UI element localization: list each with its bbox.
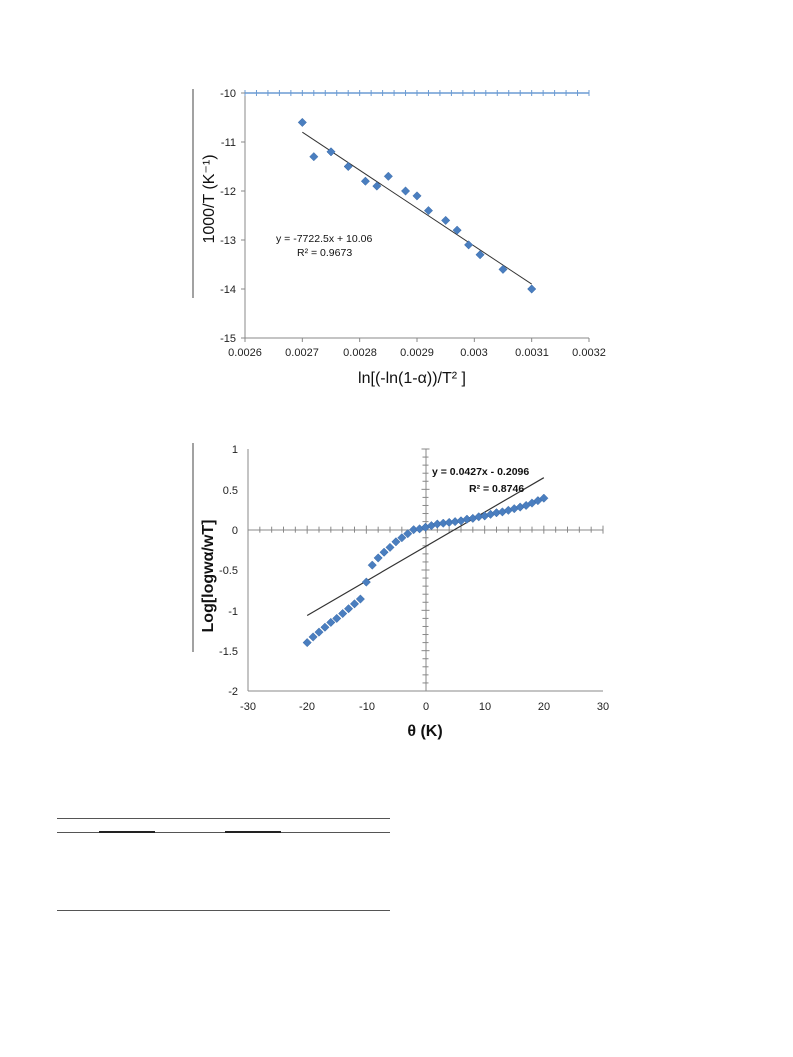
table-group-rule-1 [99, 831, 155, 833]
chart-2-x-tick-label: 20 [538, 701, 550, 713]
chart-2-x-tick-label: 30 [597, 701, 609, 713]
chart-1-point [423, 206, 434, 216]
chart-2-point [397, 533, 407, 543]
chart-2-point [379, 547, 389, 557]
chart-2-data-points [302, 493, 549, 648]
chart-1-equation: y = -7722.5x + 10.06 [276, 233, 372, 245]
table-top-rule [57, 818, 390, 819]
chart-2-y-tick-label: -2 [228, 686, 238, 698]
chart-1-point [464, 240, 474, 250]
chart-1-x-tick-label: 0.003 [460, 347, 488, 359]
chart-1-point [452, 225, 462, 235]
chart-1-x-tick-label: 0.0027 [285, 347, 319, 359]
chart-2-point [373, 553, 383, 563]
chart-2-point [302, 638, 312, 648]
chart-1-point [527, 284, 537, 294]
chart-1-x-tick-label: 0.0031 [515, 347, 549, 359]
chart-2-x-tick-label: 0 [423, 701, 429, 713]
chart-1-x-tick-label: 0.0028 [343, 347, 377, 359]
chart-2-x-tick-label: 10 [479, 701, 491, 713]
chart-1-point [383, 171, 393, 181]
table-header-rule [57, 832, 390, 833]
chart-2-point [385, 542, 395, 552]
chart-1-point [412, 191, 422, 201]
chart-2-y-tick-label: -1 [228, 606, 238, 618]
chart-1-arrhenius: -10 -11 -12 -13 -14 -15 0.0026 0.0027 0.… [192, 88, 606, 387]
chart-1-point [360, 176, 370, 186]
chart-2-point [403, 529, 413, 539]
chart-2-equation: y = 0.0427x - 0.2096 [432, 466, 529, 478]
chart-1-point [309, 152, 319, 162]
table-group-rule-2 [225, 831, 281, 833]
table-bottom-rule [57, 910, 390, 911]
chart-2-y-tick-label: 0.5 [223, 485, 238, 497]
chart-2-point [349, 599, 360, 609]
chart-1-x-tick-label: 0.0032 [572, 347, 606, 359]
chart-1-x-axis-label: ln[(-ln(1-α))/T² ] [358, 370, 466, 387]
chart-2-point [314, 627, 324, 637]
chart-2-y-axis-label: Log[logwα/wT] [200, 520, 217, 633]
chart-1-x-tick-marks [244, 338, 590, 342]
chart-2-y-tick-label: -1.5 [219, 646, 238, 658]
chart-1-point [400, 186, 411, 196]
chart-2-point [539, 493, 549, 503]
chart-1-y-tick-label: -13 [220, 235, 236, 247]
chart-1-trendline [302, 131, 532, 285]
chart-1-x-tick-label: 0.0026 [228, 347, 262, 359]
chart-2-point [338, 609, 348, 619]
chart-1-y-tick-marks [241, 92, 245, 339]
chart-2-point [326, 617, 336, 627]
chart-1-y-tick-label: -15 [220, 333, 236, 345]
chart-2-point [332, 613, 342, 623]
chart-2-point [320, 622, 330, 632]
chart-2-point [391, 537, 401, 547]
chart-2-x-tick-label: -20 [299, 701, 315, 713]
chart-2-point [308, 632, 318, 642]
chart-1-data-points [297, 117, 537, 294]
chart-1-y-tick-label: -11 [221, 137, 236, 149]
chart-1-point [441, 215, 451, 225]
chart-1-point [297, 117, 307, 127]
chart-1-y-tick-label: -10 [220, 88, 236, 100]
chart-1-point [475, 250, 485, 260]
chart-1-point [326, 147, 336, 157]
chart-1-y-tick-label: -12 [220, 186, 236, 198]
chart-1-point [498, 264, 508, 274]
chart-2-logw-vs-theta: 1 0.5 0 -0.5 -1 -1.5 -2 -30 -20 -10 0 10… [192, 443, 609, 740]
chart-1-top-minor-ticks [244, 90, 590, 96]
chart-2-y-tick-label: 1 [232, 444, 238, 456]
chart-1-y-tick-label: -14 [220, 284, 236, 296]
chart-2-point [355, 594, 365, 604]
chart-2-x-tick-label: -30 [240, 701, 256, 713]
chart-2-y-tick-label: 0 [232, 525, 238, 537]
chart-1-r-squared: R² = 0.9673 [297, 247, 352, 259]
chart-2-y-tick-label: -0.5 [219, 565, 238, 577]
chart-2-x-tick-label: -10 [359, 701, 375, 713]
chart-1-point [372, 181, 382, 191]
chart-2-point [344, 604, 354, 614]
chart-2-x-axis-label: θ (K) [407, 723, 442, 740]
chart-1-y-axis-label: 1000/T (K⁻¹) [201, 154, 218, 243]
chart-1-x-tick-label: 0.0029 [400, 347, 434, 359]
chart-2-r-squared: R² = 0.8746 [469, 483, 524, 495]
chart-2-point [361, 577, 371, 587]
chart-2-trendline [306, 477, 545, 616]
chart-1-point [343, 161, 353, 172]
chart-2-point [367, 560, 377, 570]
chart-2-minor-ticks [247, 448, 604, 692]
